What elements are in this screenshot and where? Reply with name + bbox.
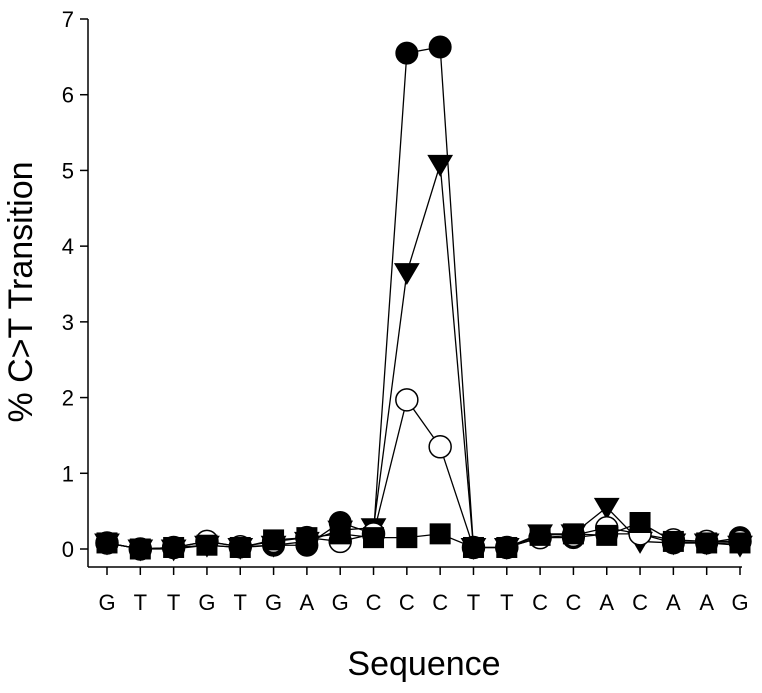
data-point [196, 534, 218, 556]
series-4 [96, 512, 751, 560]
series-layer [94, 35, 753, 562]
data-point [96, 532, 118, 554]
x-axis-title: Sequence [347, 645, 500, 683]
x-tick-label: C [632, 590, 648, 615]
x-tick-label: G [198, 590, 215, 615]
data-point [296, 527, 318, 549]
series-3 [95, 388, 752, 561]
x-tick-label: C [366, 590, 382, 615]
data-point [263, 529, 285, 551]
x-tick-label: A [599, 590, 614, 615]
x-tick-label: T [134, 590, 147, 615]
y-tick-label: 6 [62, 83, 74, 108]
x-tick-label: G [332, 590, 349, 615]
x-tick-label: A [699, 590, 714, 615]
data-point [393, 263, 420, 286]
data-point [363, 527, 385, 549]
data-point [129, 538, 151, 560]
data-point [428, 435, 452, 459]
series-2 [94, 154, 753, 562]
y-tick-label: 7 [62, 7, 74, 32]
data-point [395, 41, 419, 65]
data-point [496, 536, 518, 558]
data-point [629, 512, 651, 533]
y-tick-label: 5 [62, 158, 74, 183]
data-point [562, 523, 584, 545]
y-tick-label: 4 [62, 234, 74, 259]
x-tick-label: A [666, 590, 681, 615]
y-tick-label: 1 [62, 461, 74, 486]
x-tick-label: T [167, 590, 180, 615]
data-point [427, 154, 454, 177]
data-point [428, 35, 452, 59]
y-axis-title: % C>T Transition [2, 161, 40, 422]
data-point [729, 532, 751, 554]
x-tick-label: G [98, 590, 115, 615]
data-point [395, 388, 419, 412]
x-tick-label: G [265, 590, 282, 615]
data-point [462, 536, 484, 558]
data-point [529, 524, 551, 546]
data-point [229, 536, 251, 558]
y-tick-label: 0 [62, 537, 74, 562]
series-1 [95, 35, 752, 561]
x-tick-label: G [731, 590, 748, 615]
data-point [396, 527, 418, 549]
x-tick-label: T [467, 590, 480, 615]
x-tick-label: C [565, 590, 581, 615]
y-tick-label: 2 [62, 386, 74, 411]
x-tick-label: C [532, 590, 548, 615]
data-point [596, 524, 618, 546]
data-point [329, 523, 351, 545]
data-point [593, 497, 620, 520]
data-point [429, 523, 451, 545]
y-tick-label: 3 [62, 310, 74, 335]
x-tick-label: C [399, 590, 415, 615]
series-line [106, 164, 741, 550]
x-tick-label: A [300, 590, 315, 615]
data-point [696, 532, 718, 554]
data-point [662, 530, 684, 552]
data-point [163, 536, 185, 558]
series-line [106, 46, 741, 550]
x-tick-label: T [500, 590, 513, 615]
x-tick-label: C [432, 590, 448, 615]
x-tick-label: T [234, 590, 247, 615]
